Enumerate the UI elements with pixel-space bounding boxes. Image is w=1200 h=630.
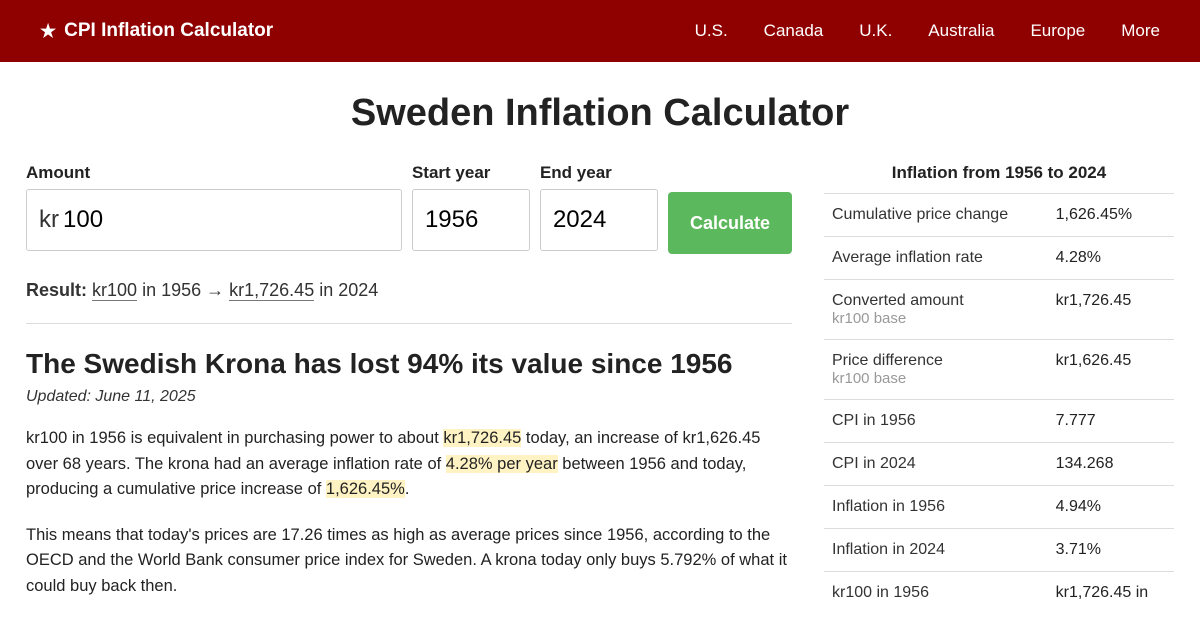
stats-row: Inflation in 19564.94%: [824, 486, 1174, 529]
site-logo[interactable]: ★ CPI Inflation Calculator: [40, 20, 273, 42]
stats-label: Average inflation rate: [824, 237, 1048, 280]
amount-input-wrap[interactable]: kr: [26, 189, 402, 251]
stats-label: Converted amountkr100 base: [824, 280, 1048, 340]
calculate-button[interactable]: Calculate: [668, 192, 792, 254]
end-year-input[interactable]: [553, 206, 645, 234]
stats-label: CPI in 2024: [824, 443, 1048, 486]
page-title: Sweden Inflation Calculator: [0, 92, 1200, 135]
nav-uk[interactable]: U.K.: [859, 21, 892, 41]
nav-us[interactable]: U.S.: [695, 21, 728, 41]
paragraph-2: This means that today's prices are 17.26…: [26, 523, 792, 600]
calculator-form: Amount kr Start year End year Calculate: [26, 163, 792, 254]
stats-row: kr100 in 1956kr1,726.45 in: [824, 572, 1174, 615]
result-from-text: in 1956 →: [142, 280, 229, 300]
nav-australia[interactable]: Australia: [928, 21, 994, 41]
stats-value: kr1,726.45 in: [1048, 572, 1174, 615]
stats-table: Cumulative price change1,626.45%Average …: [824, 193, 1174, 614]
end-year-label: End year: [540, 163, 658, 183]
star-icon: ★: [40, 21, 56, 42]
stats-value: 1,626.45%: [1048, 194, 1174, 237]
result-to-text: in 2024: [319, 280, 378, 300]
stats-row: Average inflation rate4.28%: [824, 237, 1174, 280]
stats-value: 4.28%: [1048, 237, 1174, 280]
stats-value: kr1,626.45: [1048, 340, 1174, 400]
paragraph-1: kr100 in 1956 is equivalent in purchasin…: [26, 426, 792, 503]
amount-label: Amount: [26, 163, 402, 183]
currency-symbol: kr: [39, 206, 59, 234]
start-year-label: Start year: [412, 163, 530, 183]
amount-input[interactable]: [63, 206, 389, 234]
stats-value: 134.268: [1048, 443, 1174, 486]
result-prefix: Result:: [26, 280, 87, 300]
stats-value: 7.777: [1048, 400, 1174, 443]
stats-label: Price differencekr100 base: [824, 340, 1048, 400]
stats-label: Cumulative price change: [824, 194, 1048, 237]
nav-europe[interactable]: Europe: [1030, 21, 1085, 41]
stats-label: kr100 in 1956: [824, 572, 1048, 615]
stats-label: Inflation in 1956: [824, 486, 1048, 529]
end-year-wrap[interactable]: [540, 189, 658, 251]
stats-row: Inflation in 20243.71%: [824, 529, 1174, 572]
stats-value: kr1,726.45: [1048, 280, 1174, 340]
stats-sublabel: kr100 base: [832, 310, 1040, 327]
result-to-amount[interactable]: kr1,726.45: [229, 280, 314, 301]
result-from-amount[interactable]: kr100: [92, 280, 137, 301]
stats-value: 4.94%: [1048, 486, 1174, 529]
stats-row: CPI in 2024134.268: [824, 443, 1174, 486]
stats-label: Inflation in 2024: [824, 529, 1048, 572]
result-line: Result: kr100 in 1956 → kr1,726.45 in 20…: [26, 280, 792, 324]
top-header: ★ CPI Inflation Calculator U.S. Canada U…: [0, 0, 1200, 62]
nav-more[interactable]: More: [1121, 21, 1160, 41]
start-year-input[interactable]: [425, 206, 517, 234]
start-year-wrap[interactable]: [412, 189, 530, 251]
nav-canada[interactable]: Canada: [764, 21, 824, 41]
stats-title: Inflation from 1956 to 2024: [824, 163, 1174, 183]
stats-sublabel: kr100 base: [832, 370, 1040, 387]
main-nav: U.S. Canada U.K. Australia Europe More: [695, 21, 1160, 41]
stats-row: CPI in 19567.777: [824, 400, 1174, 443]
stats-row: Price differencekr100 basekr1,626.45: [824, 340, 1174, 400]
stats-row: Converted amountkr100 basekr1,726.45: [824, 280, 1174, 340]
logo-text: CPI Inflation Calculator: [64, 20, 273, 42]
updated-date: Updated: June 11, 2025: [26, 388, 792, 406]
stats-row: Cumulative price change1,626.45%: [824, 194, 1174, 237]
stats-label: CPI in 1956: [824, 400, 1048, 443]
headline: The Swedish Krona has lost 94% its value…: [26, 348, 792, 380]
stats-value: 3.71%: [1048, 529, 1174, 572]
